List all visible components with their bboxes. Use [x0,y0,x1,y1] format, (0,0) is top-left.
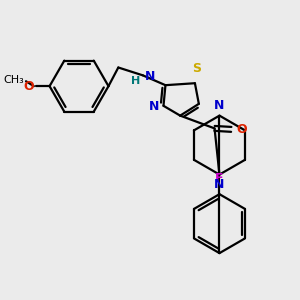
Text: O: O [236,123,247,136]
Text: H: H [131,76,140,86]
Text: F: F [215,172,224,185]
Text: N: N [149,100,160,113]
Text: N: N [145,70,155,83]
Text: N: N [214,178,225,191]
Text: O: O [23,80,34,93]
Text: N: N [214,99,225,112]
Text: CH₃: CH₃ [3,75,24,85]
Text: S: S [192,62,201,75]
